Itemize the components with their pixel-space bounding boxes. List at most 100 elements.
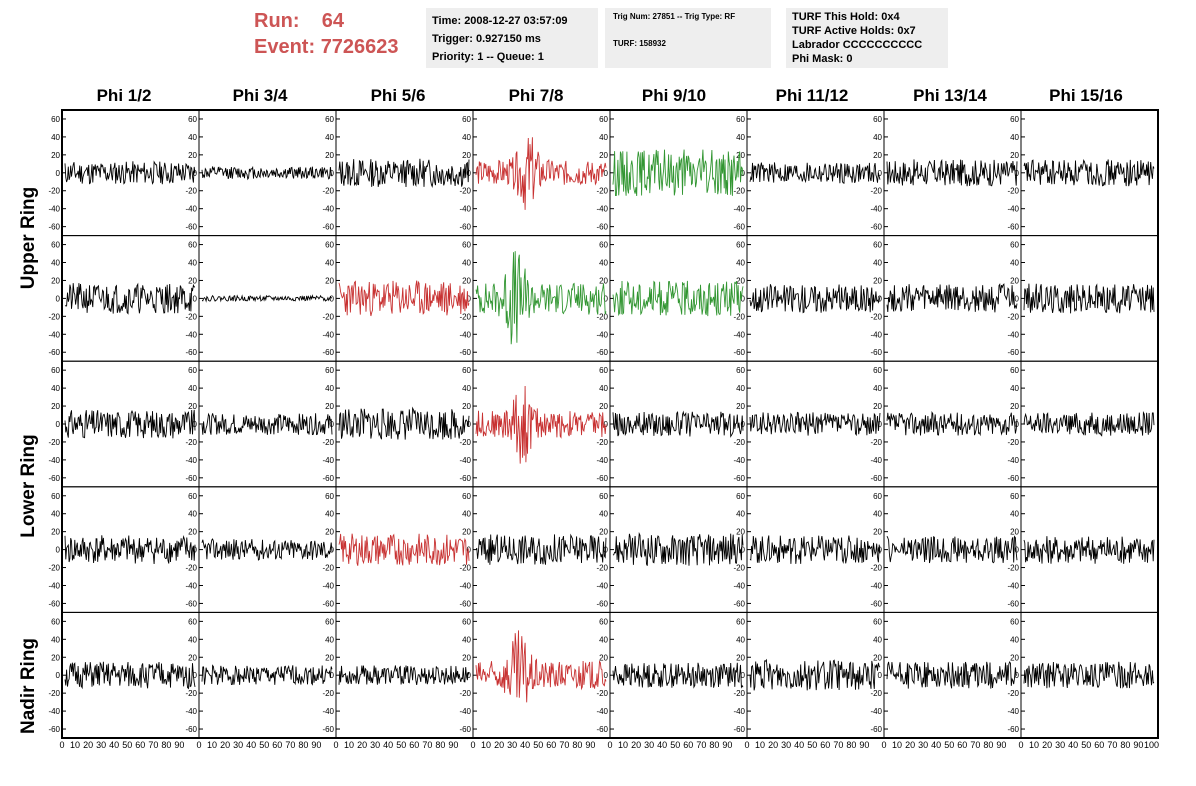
waveform-r1-c7 [1023, 283, 1155, 314]
y-tick-label: 0 [330, 169, 335, 178]
waveform-r1-c6 [886, 283, 1018, 313]
priority-text: Priority: 1 -- Queue: 1 [432, 51, 544, 63]
x-tick-label: 80 [709, 740, 719, 750]
column-header-phi-5-6: Phi 5/6 [370, 86, 426, 105]
y-tick-label: 20 [736, 402, 745, 411]
y-tick-label: 0 [467, 294, 472, 303]
y-tick-label: 40 [599, 510, 608, 519]
y-tick-label: -20 [870, 187, 882, 196]
y-tick-label: -40 [596, 330, 608, 339]
y-tick-label: -40 [459, 707, 471, 716]
y-tick-label: -20 [185, 312, 197, 321]
column-header-phi-7-8: Phi 7/8 [508, 86, 564, 105]
y-tick-label: 60 [736, 492, 745, 501]
waveform-r3-c3 [475, 533, 607, 565]
y-tick-label: 20 [1010, 402, 1019, 411]
y-tick-label: -60 [733, 223, 745, 232]
x-tick-label: 100 [1144, 740, 1159, 750]
y-tick-label: 40 [51, 635, 60, 644]
y-tick-label: -20 [185, 438, 197, 447]
y-tick-label: -20 [596, 438, 608, 447]
y-tick-label: 40 [462, 259, 471, 268]
run-row: Run: 64 [254, 8, 399, 34]
y-tick-label: -40 [1007, 581, 1019, 590]
x-tick-label: 30 [370, 740, 380, 750]
y-tick-label: -20 [1007, 564, 1019, 573]
y-tick-label: 20 [599, 151, 608, 160]
x-tick-label: 70 [422, 740, 432, 750]
x-tick-label: 50 [396, 740, 406, 750]
y-tick-label: -20 [48, 312, 60, 321]
y-tick-label: -60 [48, 474, 60, 483]
y-tick-label: -20 [1007, 689, 1019, 698]
y-tick-label: -60 [1007, 223, 1019, 232]
y-tick-label: 40 [325, 384, 334, 393]
waveform-r0-c2 [338, 158, 470, 188]
y-tick-label: 60 [873, 241, 882, 250]
y-tick-label: -40 [459, 205, 471, 214]
y-tick-label: 0 [56, 169, 61, 178]
y-tick-label: 20 [462, 402, 471, 411]
y-tick-label: 0 [56, 671, 61, 680]
y-tick-label: 60 [1010, 366, 1019, 375]
y-tick-label: 20 [51, 402, 60, 411]
y-tick-label: 60 [188, 492, 197, 501]
x-tick-label: 70 [1107, 740, 1117, 750]
x-tick-label: 80 [846, 740, 856, 750]
x-tick-label: 80 [983, 740, 993, 750]
trigger-info-box: Trig Num: 27851 -- Trig Type: RF TURF: 1… [605, 8, 771, 68]
x-tick-label: 60 [820, 740, 830, 750]
y-tick-label: -60 [870, 348, 882, 357]
y-tick-label: -20 [1007, 187, 1019, 196]
y-tick-label: 60 [736, 366, 745, 375]
waveform-r2-c7 [1023, 411, 1155, 437]
x-tick-label: 20 [905, 740, 915, 750]
y-tick-label: 40 [462, 635, 471, 644]
y-tick-label: -60 [48, 725, 60, 734]
x-tick-label: 50 [122, 740, 132, 750]
y-tick-label: -20 [870, 689, 882, 698]
y-tick-label: 40 [599, 259, 608, 268]
y-tick-label: -60 [733, 599, 745, 608]
y-tick-label: 60 [462, 115, 471, 124]
y-tick-label: 20 [873, 151, 882, 160]
y-tick-label: 0 [878, 420, 883, 429]
y-tick-label: 40 [188, 133, 197, 142]
x-tick-label: 10 [892, 740, 902, 750]
y-tick-label: -20 [1007, 312, 1019, 321]
y-tick-label: 60 [51, 115, 60, 124]
y-tick-label: 40 [873, 635, 882, 644]
y-tick-label: 60 [873, 492, 882, 501]
turf-active-holds: TURF Active Holds: 0x7 [792, 25, 916, 37]
y-tick-label: 20 [462, 528, 471, 537]
y-tick-label: 20 [599, 653, 608, 662]
y-tick-label: 20 [736, 653, 745, 662]
y-tick-label: 60 [873, 366, 882, 375]
x-tick-label: 90 [448, 740, 458, 750]
y-tick-label: 20 [462, 276, 471, 285]
y-tick-label: 40 [599, 384, 608, 393]
y-tick-label: -40 [322, 205, 334, 214]
y-tick-label: 60 [188, 366, 197, 375]
x-tick-label: 80 [572, 740, 582, 750]
waveform-r0-c0 [64, 160, 196, 185]
y-tick-label: -60 [459, 474, 471, 483]
x-tick-label: 40 [794, 740, 804, 750]
y-tick-label: 0 [1015, 420, 1020, 429]
y-tick-label: 40 [188, 635, 197, 644]
waveform-r4-c0 [64, 661, 196, 690]
y-tick-label: -20 [322, 564, 334, 573]
x-tick-label: 90 [585, 740, 595, 750]
x-tick-label: 10 [755, 740, 765, 750]
y-tick-label: -20 [1007, 438, 1019, 447]
y-tick-label: -60 [322, 348, 334, 357]
y-tick-label: 40 [51, 510, 60, 519]
y-tick-label: 0 [1015, 294, 1020, 303]
waveform-r4-c7 [1023, 661, 1155, 689]
y-tick-label: -40 [733, 707, 745, 716]
x-tick-label: 0 [59, 740, 64, 750]
waveform-r2-c4 [612, 410, 744, 438]
y-tick-label: 20 [51, 276, 60, 285]
y-tick-label: -40 [48, 330, 60, 339]
